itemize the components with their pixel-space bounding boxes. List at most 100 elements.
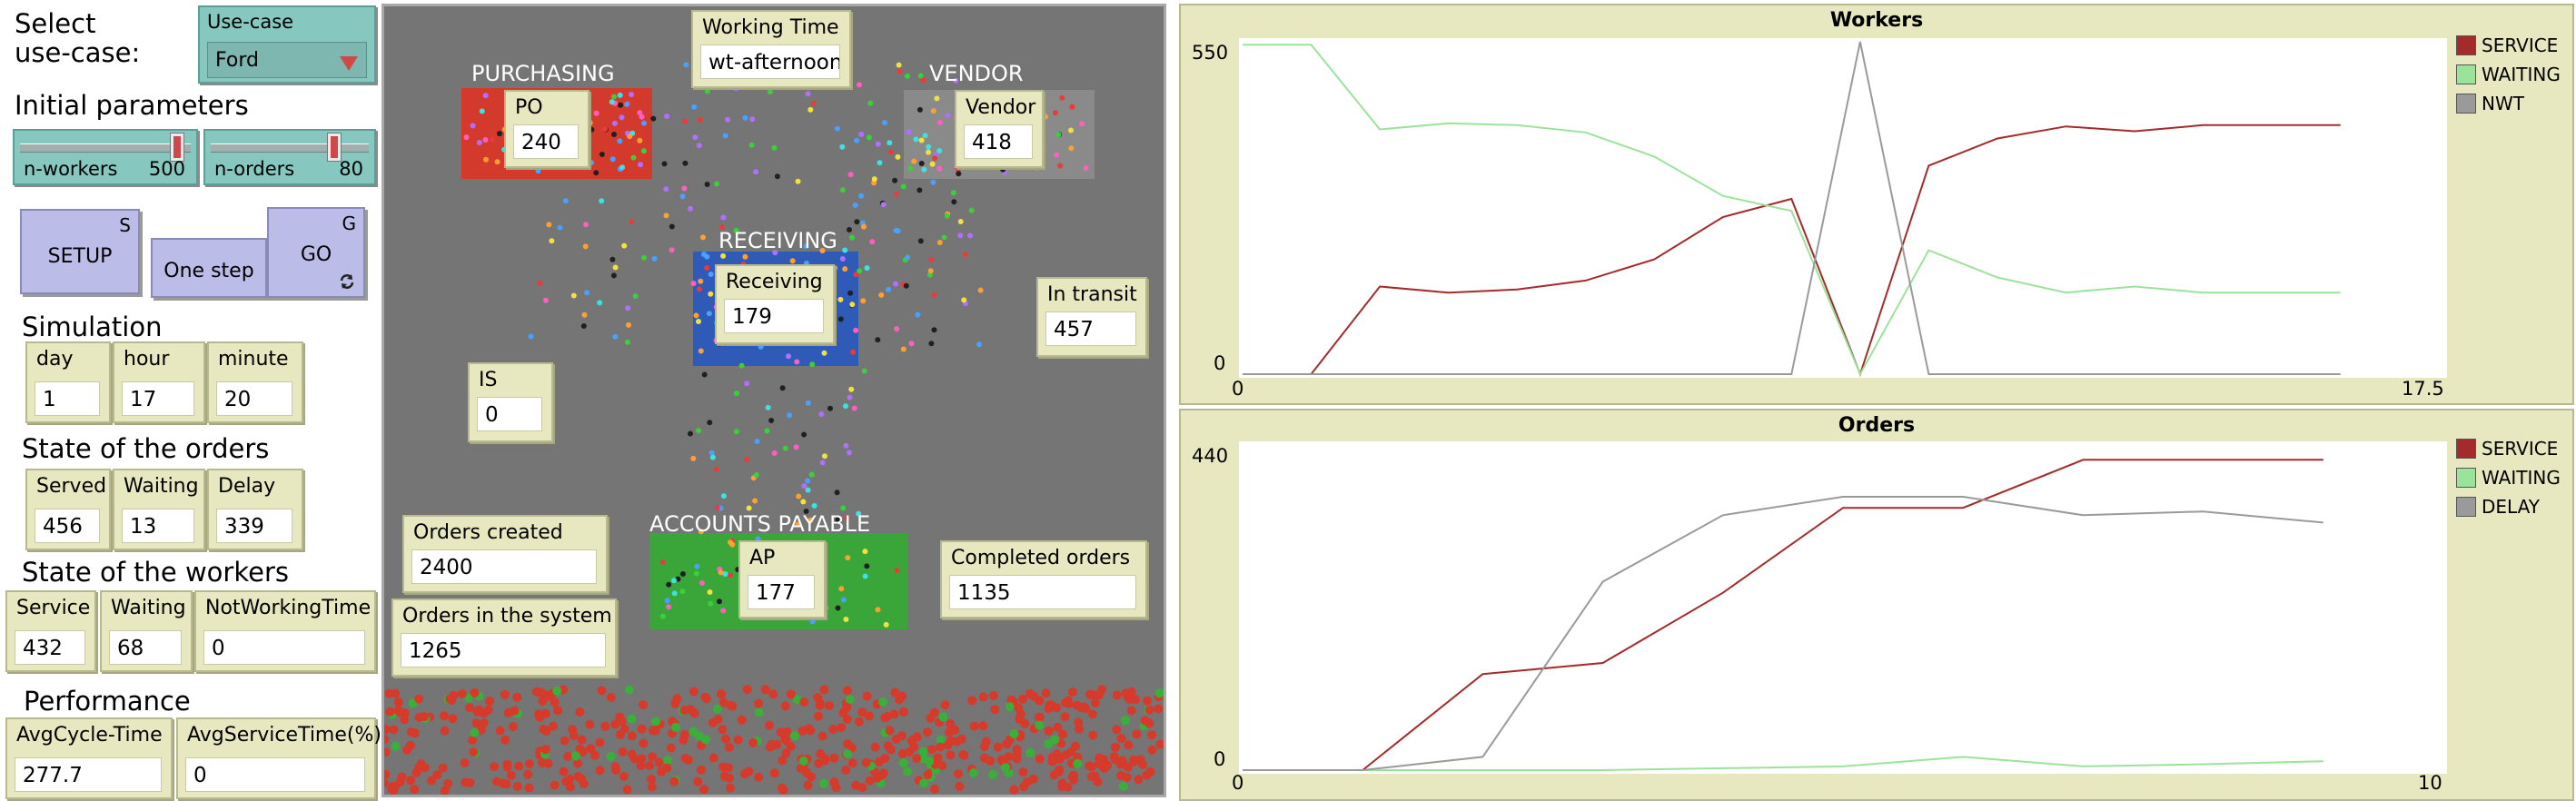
worker-agent [819, 248, 826, 253]
order-agent [981, 737, 991, 747]
worker-agent [708, 600, 714, 607]
dropdown-triangle-icon[interactable] [340, 56, 358, 71]
worker-agent [856, 510, 862, 517]
worker-agent [913, 136, 919, 143]
worker-agent [609, 156, 616, 163]
worker-agent [839, 256, 846, 262]
slider-track[interactable] [211, 143, 369, 153]
workers-waiting-monitor-name: Waiting [111, 597, 186, 619]
worker-agent [629, 92, 635, 98]
setup-button[interactable]: S SETUP [20, 209, 140, 294]
worker-agent [696, 428, 702, 434]
usecase-chooser[interactable]: Use-case Ford [198, 5, 376, 84]
worker-agent [664, 598, 670, 604]
slider-thumb[interactable] [327, 133, 342, 162]
worker-agent [854, 137, 860, 143]
order-agent [568, 725, 578, 735]
order-agent [1147, 745, 1157, 755]
legend-swatch [2456, 64, 2476, 84]
n-workers-slider[interactable]: n-workers 500 [13, 129, 198, 185]
order-agent [865, 711, 874, 721]
worker-agent [637, 137, 643, 143]
order-agent [978, 692, 988, 702]
n-orders-slider[interactable]: n-orders 80 [203, 129, 376, 185]
order-agent [918, 747, 928, 756]
simulation-world-view[interactable]: PURCHASING VENDOR RECEIVING ACCOUNTS PAY… [381, 4, 1166, 797]
order-agent [905, 747, 914, 756]
worker-agent [729, 541, 736, 548]
worker-agent [843, 515, 849, 521]
worker-agent [707, 420, 713, 426]
orders-plot-svg [1243, 459, 2323, 771]
worker-agent [857, 268, 863, 274]
worker-agent [694, 563, 700, 569]
worker-agent [807, 517, 814, 523]
one-step-button[interactable]: One step [151, 238, 267, 298]
order-agent [954, 769, 964, 779]
order-agent [1060, 712, 1070, 722]
order-agent [969, 721, 979, 731]
worker-agent [640, 148, 647, 154]
order-agent [606, 692, 616, 702]
order-agent [798, 726, 807, 736]
worker-agent [880, 202, 887, 208]
order-agent [1044, 739, 1054, 749]
legend-item: DELAY [2456, 494, 2561, 523]
worker-agent [805, 487, 811, 493]
go-button[interactable]: G GO [267, 207, 365, 298]
worker-agent [681, 185, 688, 192]
worker-agent [664, 114, 670, 119]
worker-agent [807, 106, 814, 113]
ap-monitor-value: 177 [748, 575, 815, 609]
order-agent [733, 735, 743, 745]
worker-agent [742, 253, 748, 260]
worker-agent [957, 219, 964, 224]
setup-shortcut-key: S [119, 214, 131, 236]
workers-plot[interactable]: Workers 550 0 0 17.5 SERVICE WAITING NWT [1179, 4, 2574, 405]
legend-label: WAITING [2482, 64, 2561, 85]
orders-created-monitor: Orders created 2400 [402, 515, 608, 593]
avg-cycle-time-monitor: AvgCycle-Time 277.7 [5, 717, 173, 799]
po-monitor-value: 240 [513, 124, 579, 159]
order-agent [402, 745, 412, 755]
slider-track[interactable] [20, 143, 191, 153]
worker-agent [744, 456, 750, 462]
worker-agent [839, 187, 846, 193]
orders-waiting-monitor-name: Waiting [124, 475, 199, 498]
order-agent [857, 707, 867, 717]
worker-agent [906, 129, 912, 135]
slider-thumb[interactable] [170, 133, 185, 162]
worker-agent [801, 431, 807, 438]
order-agent [1132, 729, 1142, 739]
order-agent [842, 715, 852, 724]
worker-agent [611, 94, 617, 100]
vendor-monitor-value: 418 [964, 124, 1033, 159]
order-agent [726, 783, 735, 793]
order-agent [781, 748, 791, 758]
worker-agent [663, 213, 669, 219]
worker-agent [700, 234, 706, 241]
worker-agent [733, 391, 739, 397]
worker-agent [625, 305, 631, 312]
order-agent [1085, 689, 1095, 699]
order-agent [933, 753, 943, 763]
delay-monitor: Delay 339 [207, 469, 303, 550]
order-agent [754, 707, 764, 717]
worker-agent [697, 116, 703, 123]
order-agent [693, 776, 703, 786]
worker-agent [803, 243, 809, 249]
order-agent [742, 685, 752, 695]
order-agent [845, 695, 855, 705]
worker-agent [835, 605, 841, 611]
worker-agent [967, 232, 973, 239]
worker-agent [624, 101, 630, 107]
orders-legend: SERVICE WAITING DELAY [2456, 436, 2561, 523]
order-agent [786, 741, 796, 751]
order-agent [595, 766, 605, 776]
order-agent [389, 725, 399, 735]
worker-agent [589, 160, 595, 166]
orders-plot[interactable]: Orders 440 0 0 10 SERVICE WAITING DELAY [1179, 409, 2574, 801]
order-agent [577, 735, 587, 745]
forever-loop-icon [340, 274, 354, 289]
order-agent [1018, 694, 1028, 704]
